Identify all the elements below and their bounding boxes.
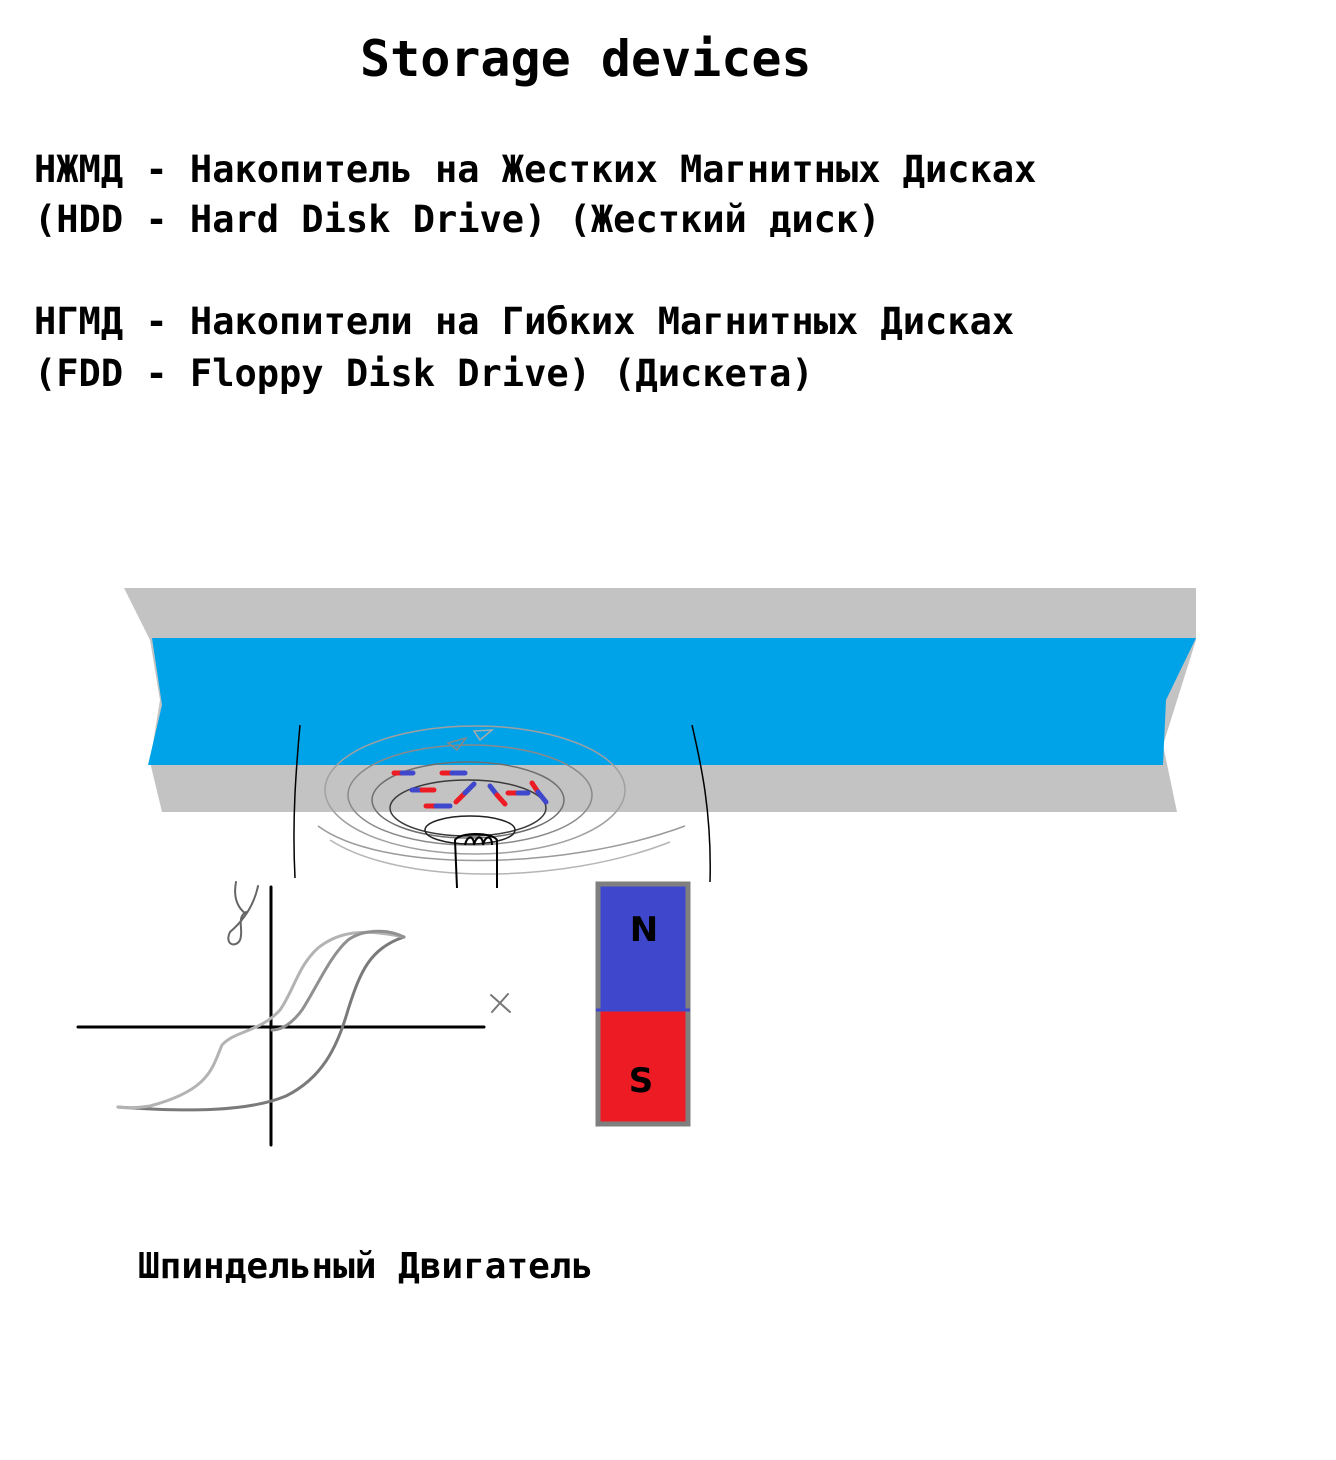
y-axis-label — [227, 881, 259, 946]
south-pole-label: S — [629, 1061, 654, 1101]
magnetic-field-lines — [317, 725, 686, 875]
x-axis-label — [490, 993, 511, 1013]
hysteresis-curve-lower — [116, 935, 406, 1112]
hdd-abbreviation-line: (HDD - Hard Disk Drive) (Жесткий диск) — [34, 198, 881, 241]
hdd-definition-line: НЖМД - Накопитель на Жестких Магнитных Д… — [34, 148, 1037, 191]
magnetic-domains — [391, 770, 549, 809]
fdd-abbreviation-line: (FDD - Floppy Disk Drive) (Дискета) — [34, 352, 814, 395]
bar-magnet: N S — [595, 881, 691, 1127]
page-title: Storage devices — [360, 30, 812, 88]
hysteresis-curve-upper — [116, 930, 406, 1110]
spindle-motor-caption: Шпиндельный Двигатель — [138, 1246, 594, 1287]
platter-blue-layer — [148, 638, 1196, 765]
read-write-head — [453, 833, 498, 889]
disk-platter — [124, 588, 1196, 812]
north-pole-label: N — [630, 910, 658, 950]
magnet-south-pole — [598, 1010, 688, 1124]
fdd-definition-line: НГМД - Накопители на Гибких Магнитных Ди… — [34, 300, 1015, 343]
sketch-lines — [293, 724, 711, 883]
hysteresis-graph — [76, 881, 511, 1147]
magnet-north-pole — [598, 884, 688, 1010]
